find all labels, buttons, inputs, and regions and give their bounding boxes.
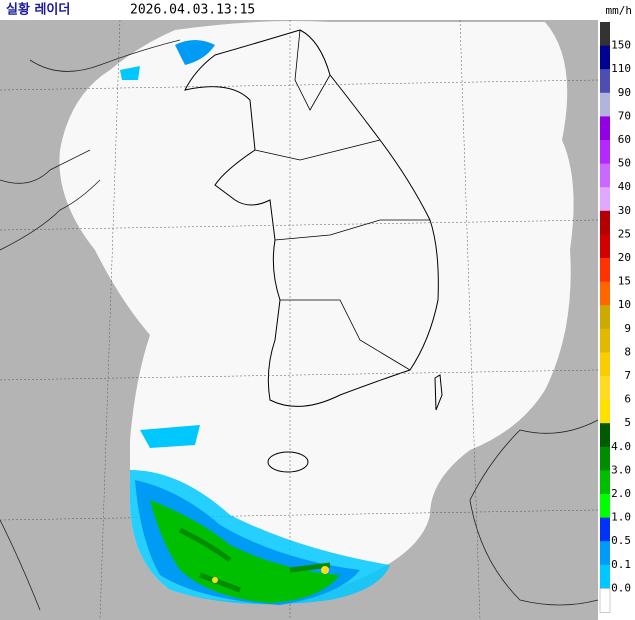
legend-label: 0.1 (611, 558, 631, 571)
legend-label: 150 (611, 39, 631, 52)
legend-swatch (600, 494, 610, 519)
legend-label: 6 (624, 393, 631, 406)
legend-label: 3.0 (611, 463, 631, 476)
rain-north (120, 66, 140, 80)
legend-label: 7 (624, 369, 631, 382)
rain-core (178, 527, 331, 593)
ulleung-island (434, 374, 443, 411)
china-coast (0, 39, 181, 251)
legend-swatch (600, 281, 610, 306)
legend-label: 25 (618, 227, 631, 240)
precipitation (120, 40, 390, 605)
legend-swatch (600, 305, 610, 330)
province-borders (254, 29, 430, 371)
japan-coast (469, 419, 599, 606)
header-bar (0, 0, 635, 20)
legend-label: 50 (618, 157, 631, 170)
legend-swatch (600, 92, 610, 117)
legend-swatch (600, 234, 610, 259)
rain-cell (212, 577, 218, 583)
legend-swatch (600, 399, 610, 424)
legend-swatch (600, 210, 610, 235)
peninsula-outline (184, 29, 439, 407)
legend-swatch (600, 45, 610, 70)
legend-swatch (599, 588, 611, 613)
legend-label: 0.0 (611, 581, 631, 594)
timestamp: 2026.04.03.13:15 (130, 3, 255, 18)
legend-label: 10 (618, 298, 631, 311)
rain-heavy (150, 500, 340, 603)
legend-label: 30 (618, 204, 631, 217)
rain-north (175, 40, 215, 65)
legend: 150 110 90 70 60 50 40 30 25 20 15 10 9 8 7 6 5 4.0 3.0 2.0… (599, 22, 631, 613)
legend-label: 70 (618, 109, 631, 122)
legend-label: 110 (611, 62, 631, 75)
legend-swatch (600, 564, 610, 589)
legend-swatch (600, 116, 610, 141)
legend-label: 20 (618, 251, 631, 264)
legend-label: 40 (618, 180, 631, 193)
map (0, 19, 599, 620)
legend-label: 4.0 (611, 440, 631, 453)
legend-swatch (600, 187, 610, 212)
jeju-island (267, 451, 309, 473)
legend-swatch (600, 22, 610, 47)
legend-label: 0.5 (611, 534, 631, 547)
legend-label: 1.0 (611, 511, 631, 524)
legend-swatch (600, 328, 610, 353)
unit: mm/h (606, 4, 633, 17)
legend-label: 8 (624, 345, 631, 358)
legend-swatch (600, 352, 610, 377)
lat-lon-grid (0, 19, 599, 620)
legend-label: 2.0 (611, 487, 631, 500)
legend-label: 5 (624, 416, 631, 429)
legend-label: 60 (618, 133, 631, 146)
radar-coverage (59, 21, 574, 601)
legend-swatch (600, 446, 610, 471)
legend-swatch (600, 258, 610, 283)
coastlines (0, 29, 599, 611)
legend-swatch (600, 517, 610, 542)
legend-swatch (600, 69, 610, 94)
legend-label: 9 (624, 322, 631, 335)
legend-swatch (600, 423, 610, 448)
legend-label: 90 (618, 86, 631, 99)
legend-label: 15 (618, 275, 631, 288)
rain-cell (321, 566, 329, 574)
legend-swatch (600, 376, 610, 401)
west-coast (0, 519, 41, 611)
rain-scatter (140, 425, 200, 448)
title: 실황 레이더 (6, 2, 70, 18)
legend-swatch (600, 541, 610, 566)
legend-swatch (600, 470, 610, 495)
legend-swatch (600, 163, 610, 188)
legend-swatch (600, 140, 610, 165)
